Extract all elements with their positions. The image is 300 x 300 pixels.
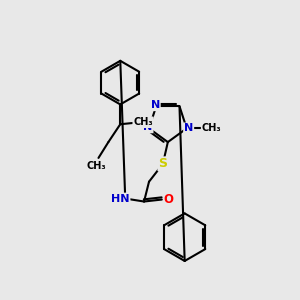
Text: S: S bbox=[158, 158, 167, 170]
Text: CH₃: CH₃ bbox=[87, 161, 106, 171]
Text: N: N bbox=[143, 122, 153, 132]
Text: N: N bbox=[151, 100, 160, 110]
Text: CH₃: CH₃ bbox=[133, 117, 153, 127]
Text: CH₃: CH₃ bbox=[202, 123, 221, 134]
Text: N: N bbox=[184, 123, 193, 134]
Text: HN: HN bbox=[111, 194, 130, 203]
Text: O: O bbox=[164, 193, 174, 206]
